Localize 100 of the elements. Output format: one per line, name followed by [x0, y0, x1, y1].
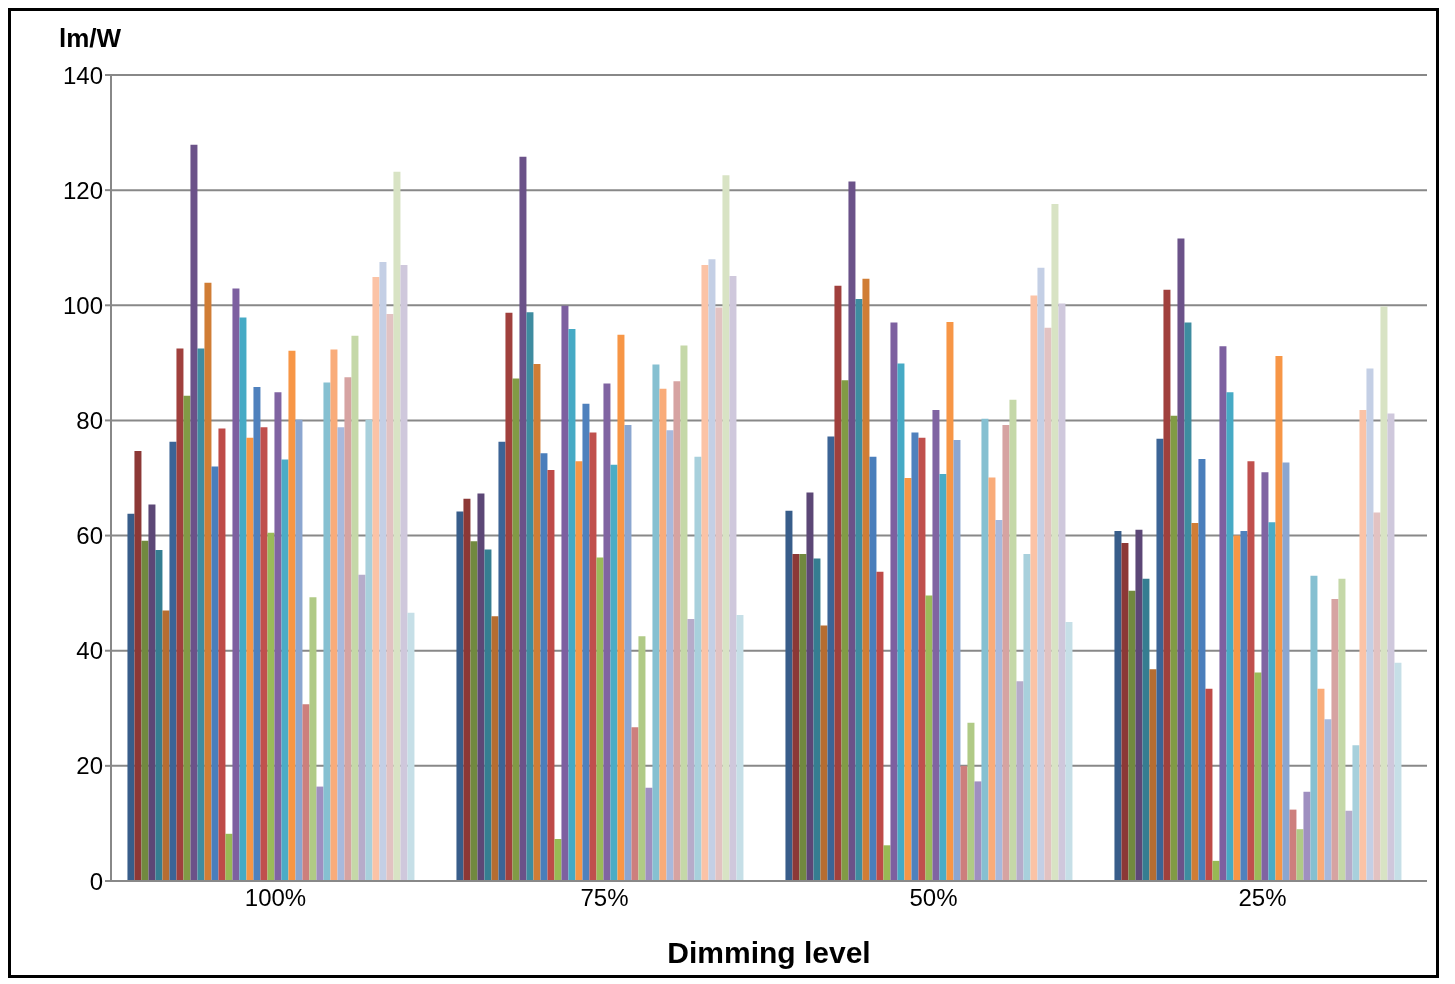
bar [141, 540, 149, 881]
x-tick-label: 75% [580, 884, 629, 912]
y-tick-label: 100 [62, 291, 103, 319]
bar [680, 345, 688, 881]
bar [603, 383, 611, 881]
bar [694, 456, 702, 881]
x-tick-label: 50% [909, 884, 958, 912]
y-tick-label: 120 [62, 176, 103, 204]
bar [1051, 203, 1059, 881]
bar [848, 181, 856, 881]
y-axis-title: lm/W [59, 23, 122, 54]
bar [379, 262, 387, 881]
bar [1317, 688, 1325, 881]
bar [610, 464, 618, 881]
bar [365, 419, 373, 881]
bar [568, 328, 576, 881]
bar [1310, 575, 1318, 881]
bar [1121, 543, 1129, 881]
bar [1373, 512, 1381, 881]
bar [792, 553, 800, 881]
bar [295, 419, 303, 881]
bar [1023, 553, 1031, 881]
bar [904, 478, 912, 881]
bar [596, 557, 604, 881]
bar [617, 334, 625, 881]
bar [1247, 461, 1255, 881]
bar [883, 845, 891, 881]
bar [932, 410, 940, 881]
bar [939, 473, 947, 881]
bar [645, 787, 653, 881]
bar [1268, 522, 1276, 881]
bar [162, 610, 170, 881]
bar [1296, 829, 1304, 881]
bar [967, 722, 975, 881]
bar [988, 477, 996, 881]
bar [1261, 472, 1269, 881]
bar [1065, 621, 1073, 881]
bar [631, 727, 639, 881]
bar [1170, 415, 1178, 881]
bar [526, 312, 534, 881]
bar [589, 432, 597, 881]
bar [127, 513, 135, 881]
bar [183, 395, 191, 881]
bar [666, 430, 674, 881]
bar [512, 378, 520, 881]
bar [547, 469, 555, 881]
bar [176, 348, 184, 881]
bar [799, 553, 807, 881]
bar [1275, 355, 1283, 881]
bar [407, 612, 415, 881]
bar [659, 388, 667, 881]
bar [652, 364, 660, 881]
bar [1282, 462, 1290, 881]
x-tick-label: 25% [1238, 884, 1287, 912]
bar [729, 275, 737, 881]
bar [1212, 860, 1220, 881]
bar [1037, 267, 1045, 881]
bar [463, 498, 471, 881]
bar [309, 597, 317, 881]
bar [197, 348, 205, 881]
x-tick-label: 100% [244, 884, 307, 912]
bar [323, 382, 331, 881]
bar [561, 305, 569, 881]
bar [232, 288, 240, 881]
bar [302, 704, 310, 881]
bar [722, 175, 730, 881]
bar [673, 381, 681, 881]
bar [1387, 413, 1395, 881]
bar [974, 781, 982, 881]
bar [1352, 745, 1360, 881]
bar [1135, 529, 1143, 881]
bar [246, 437, 254, 881]
bar [1338, 578, 1346, 881]
bar [316, 786, 324, 881]
bar [239, 317, 247, 881]
bar [715, 307, 723, 881]
bar [470, 541, 478, 881]
bar [540, 453, 548, 881]
y-tick-label: 20 [76, 752, 103, 780]
x-axis-title: Dimming level [667, 936, 871, 969]
bar [358, 574, 366, 881]
bar [554, 838, 562, 881]
bar [225, 833, 233, 881]
bar [1002, 425, 1010, 881]
bar [1219, 346, 1227, 881]
bar [491, 616, 499, 881]
bar [1380, 306, 1388, 881]
bar [687, 619, 695, 881]
bar [253, 387, 261, 881]
bar [1009, 399, 1017, 881]
bar [288, 350, 296, 881]
bar [400, 264, 408, 881]
y-tick-label: 60 [76, 522, 103, 550]
bar [134, 450, 142, 881]
bar [841, 380, 849, 881]
bar [1114, 530, 1122, 881]
bar [393, 171, 401, 881]
bar [1163, 289, 1171, 881]
bar [953, 440, 961, 881]
bar [820, 625, 828, 881]
